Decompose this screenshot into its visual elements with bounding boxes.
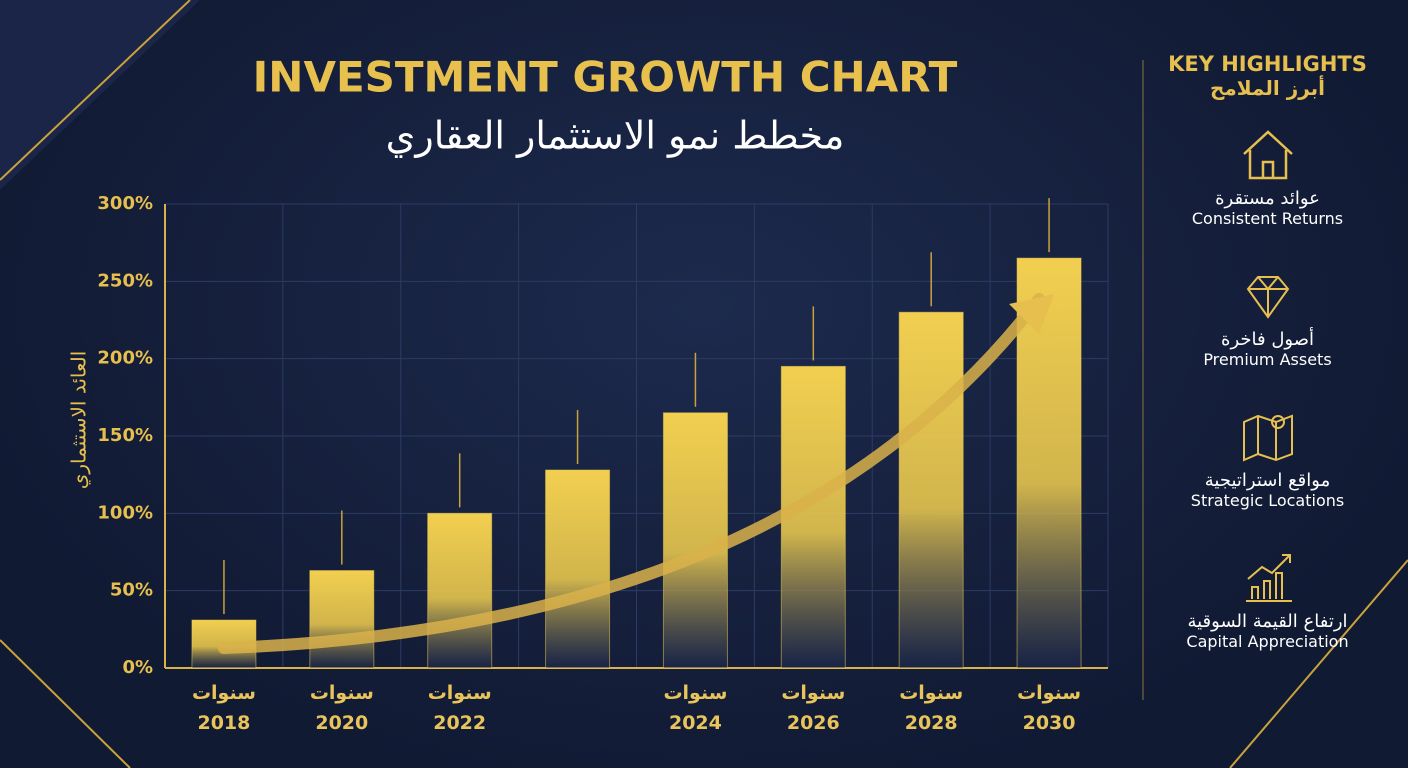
highlight-ar: مواقع استراتيجية xyxy=(1204,470,1331,491)
bar xyxy=(427,512,493,669)
highlight: ارتفاع القيمة السوقية Capital Appreciati… xyxy=(1150,549,1385,690)
y-tick-label: 100% xyxy=(97,502,153,523)
chart-subtitle: مخطط نمو الاستثمار العقاري xyxy=(386,114,845,159)
highlight: أصول فاخرة Premium Assets xyxy=(1150,267,1385,408)
y-tick-label: 0% xyxy=(122,657,153,678)
x-tick-label: سنوات 2022 xyxy=(427,682,492,734)
decor xyxy=(0,0,191,181)
sidebar: KEY HIGHLIGHTS أبرز الملامح عوائد مستقرة… xyxy=(1150,52,1385,690)
icon xyxy=(1242,414,1293,462)
highlight-ar: عوائد مستقرة xyxy=(1215,188,1320,209)
y-tick-label: 300% xyxy=(97,193,153,214)
y-tick-label: 200% xyxy=(97,348,153,369)
highlight-en: Consistent Returns xyxy=(1191,209,1344,228)
bar xyxy=(662,412,728,669)
chart-title: INVESTMENT GROWTH CHART xyxy=(253,53,958,102)
bar xyxy=(545,469,611,669)
decor xyxy=(0,0,200,190)
highlight: عوائد مستقرة Consistent Returns xyxy=(1150,126,1385,267)
x-tick-label: سنوات 2026 xyxy=(781,682,846,734)
y-axis-label: العائد الاستثماري xyxy=(67,351,92,490)
decor xyxy=(1229,559,1408,768)
highlight: مواقع استراتيجية Strategic Locations xyxy=(1150,408,1385,549)
x-tick-label: سنوات 2018 xyxy=(191,682,256,734)
x-tick-label: سنوات 2024 xyxy=(663,682,728,734)
y-tick-label: 150% xyxy=(97,425,153,446)
bar xyxy=(1016,257,1082,669)
highlight-en: Premium Assets xyxy=(1203,350,1332,369)
highlight-en: Capital Appreciation xyxy=(1186,632,1349,651)
bar xyxy=(898,311,964,669)
icon xyxy=(1246,276,1289,319)
trend-arrow xyxy=(217,293,1046,654)
y-tick-label: 50% xyxy=(110,580,153,601)
highlight-ar: ارتفاع القيمة السوقية xyxy=(1187,611,1348,632)
x-tick-label: سنوات 2020 xyxy=(309,682,374,734)
decor xyxy=(0,639,131,768)
sidebar-title: KEY HIGHLIGHTS xyxy=(1168,52,1367,76)
bar xyxy=(309,570,375,669)
x-tick-label: سنوات 2028 xyxy=(899,682,964,734)
y-tick-label: 250% xyxy=(97,270,153,291)
icon xyxy=(1242,130,1293,180)
icon xyxy=(1245,554,1292,602)
highlight-en: Strategic Locations xyxy=(1190,491,1345,510)
arrow-head xyxy=(1009,294,1055,334)
bar xyxy=(780,365,846,669)
sidebar-subtitle: أبرز الملامح xyxy=(1209,76,1326,100)
highlight-ar: أصول فاخرة xyxy=(1221,329,1314,350)
x-tick-label: سنوات 2030 xyxy=(1017,682,1082,734)
